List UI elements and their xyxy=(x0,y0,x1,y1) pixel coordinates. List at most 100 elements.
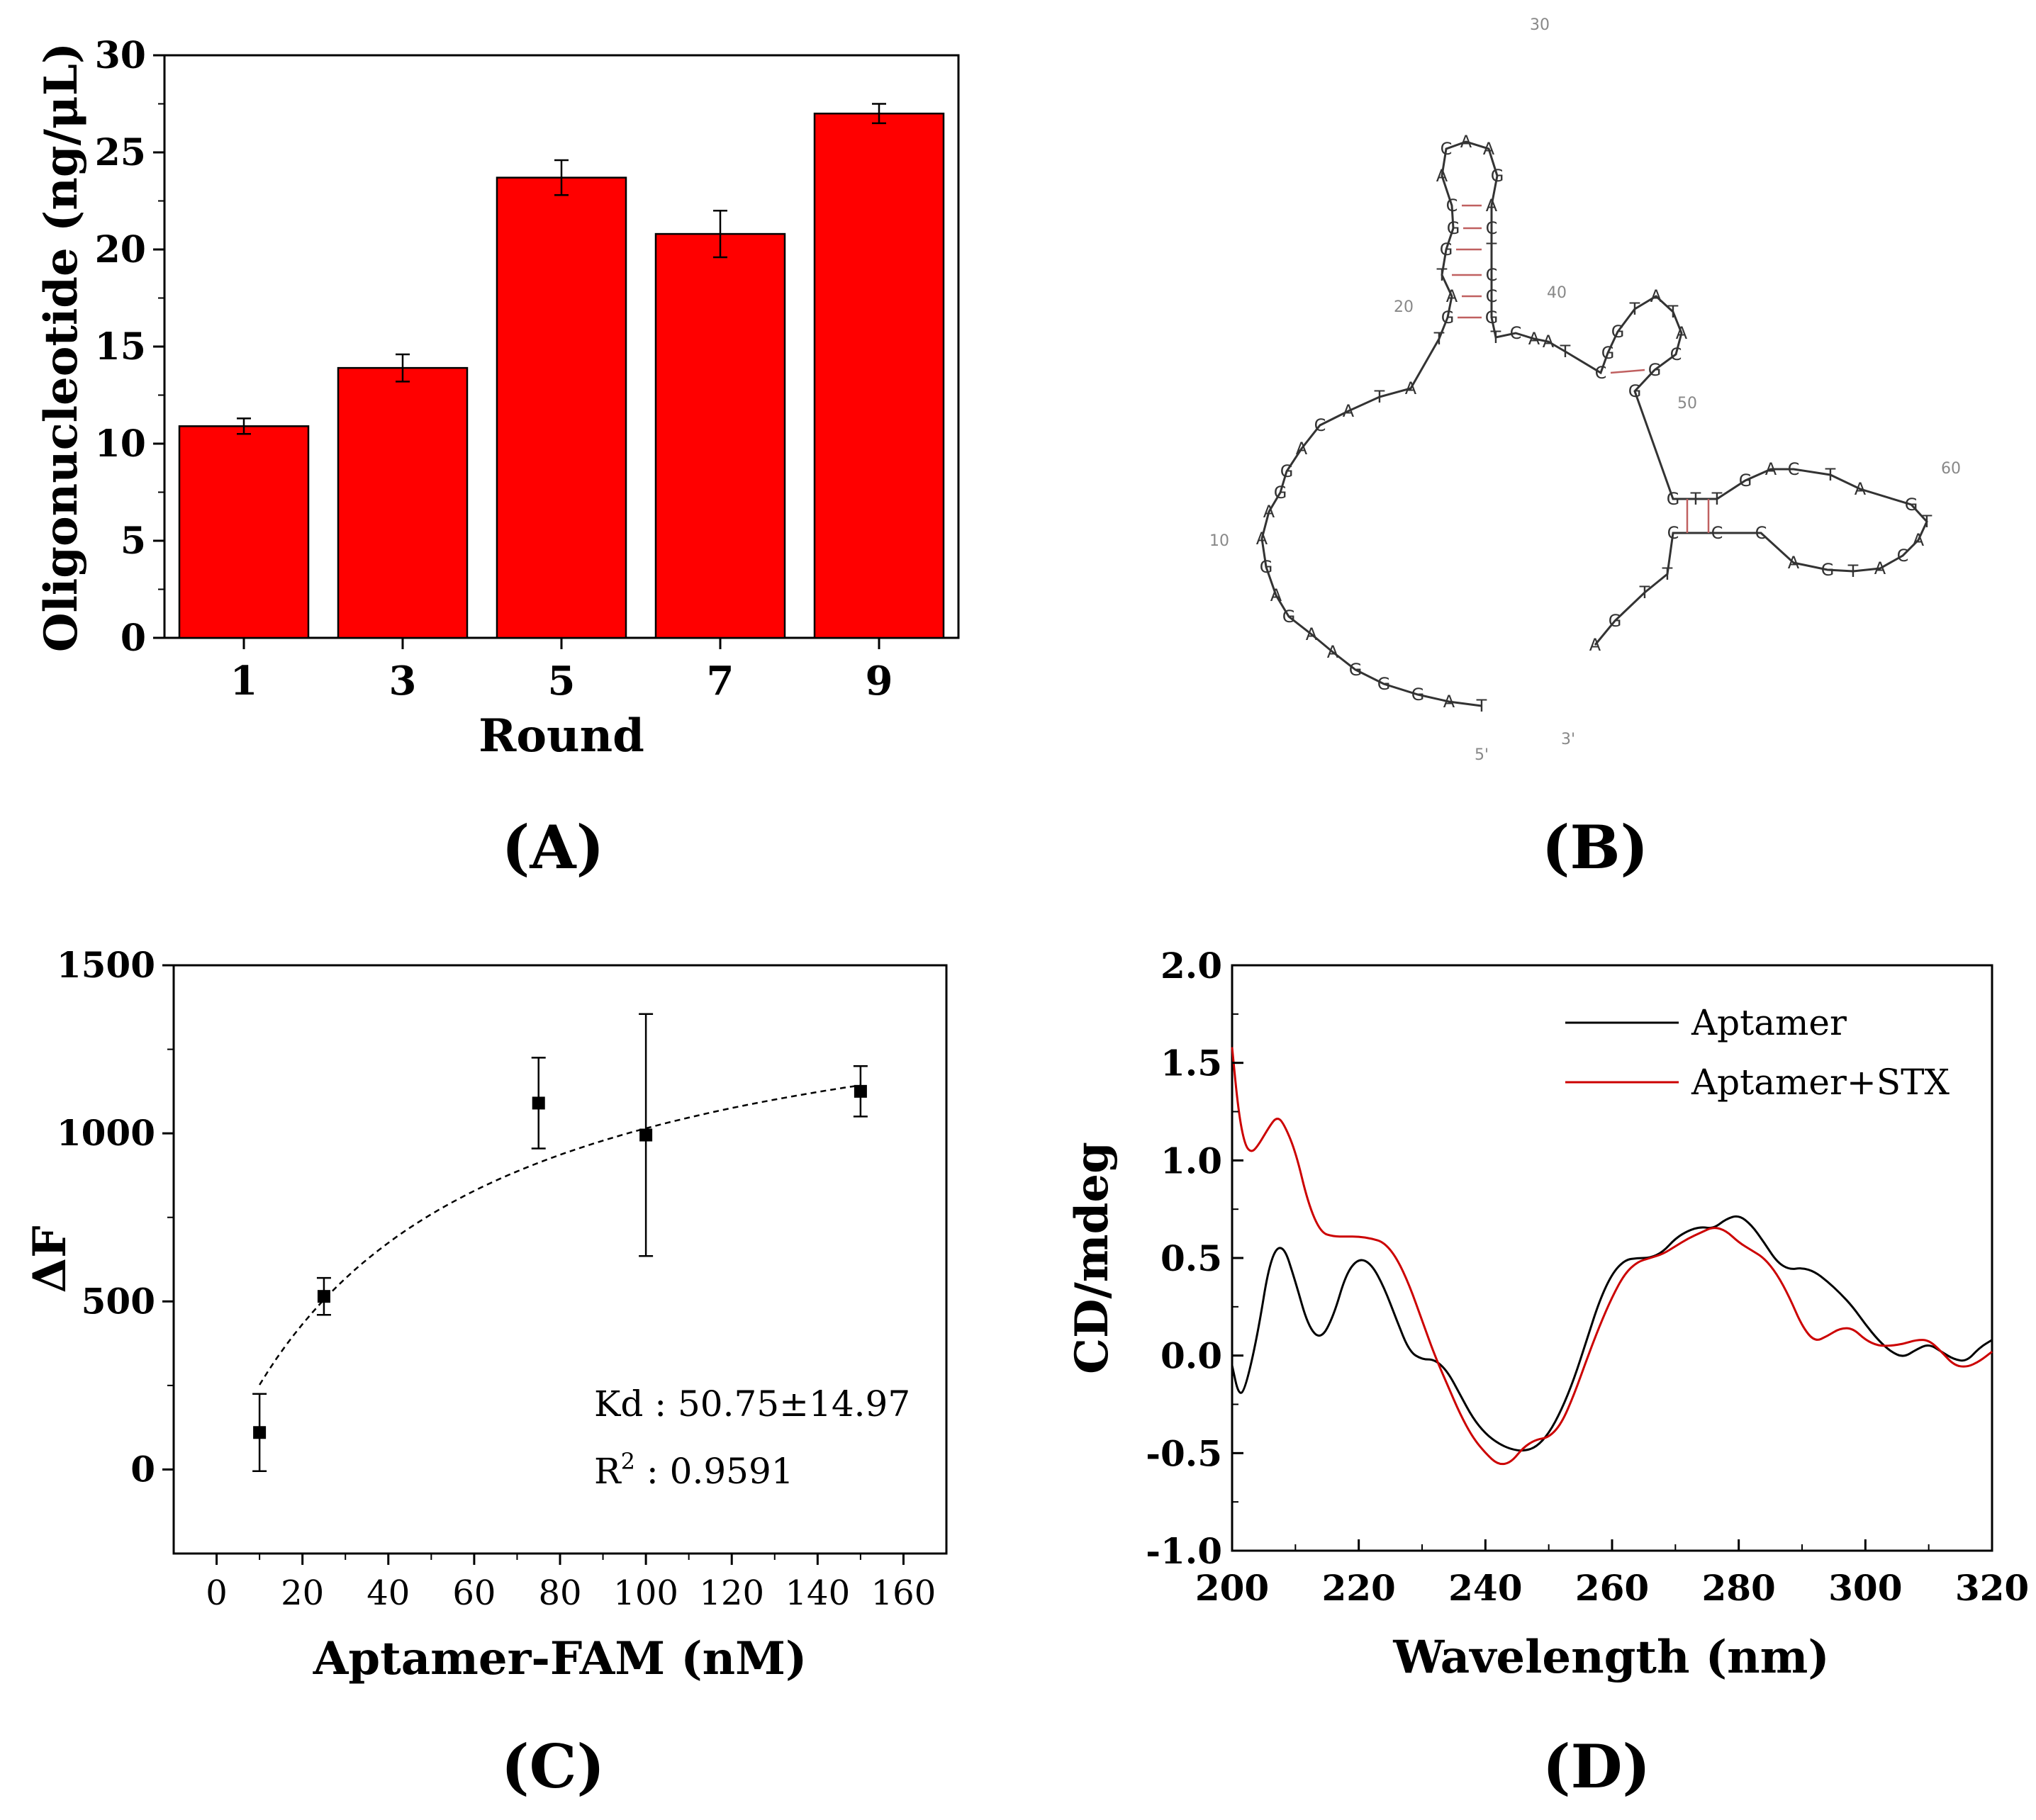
base: G xyxy=(1905,495,1918,515)
base: A xyxy=(1765,459,1777,479)
y-tick-label: 500 xyxy=(82,1280,155,1322)
panel-a-x-ticks: 1 3 5 7 9 xyxy=(230,638,893,704)
base: T xyxy=(1476,696,1487,716)
y-tick-label: 5 xyxy=(121,519,146,563)
x-tick-label: 5 xyxy=(548,658,576,704)
base: A xyxy=(1874,558,1886,578)
panel-c-y-axis-label: ΔF xyxy=(23,1225,77,1293)
base: G xyxy=(1260,557,1273,577)
x-tick-label: 300 xyxy=(1828,1567,1902,1609)
base: A xyxy=(1528,329,1540,349)
y-tick-label: 15 xyxy=(95,325,146,369)
y-tick-label: 10 xyxy=(95,422,146,466)
base: G xyxy=(1667,489,1680,509)
base: A xyxy=(1436,166,1448,186)
base: C xyxy=(1755,523,1767,543)
five-prime-label: 5' xyxy=(1475,746,1489,764)
backbone-polyline xyxy=(1260,140,1928,707)
legend-label-aptamer: Aptamer xyxy=(1691,1002,1847,1043)
base: G xyxy=(1648,360,1662,380)
base: A xyxy=(1589,635,1601,655)
base: C xyxy=(1314,415,1326,435)
legend-label-aptamer-stx: Aptamer+STX xyxy=(1691,1062,1950,1103)
y-tick-label: 30 xyxy=(95,34,146,77)
base: G xyxy=(1282,607,1296,627)
base: T xyxy=(1436,265,1448,285)
bar-round-7 xyxy=(654,232,786,639)
panel-a-bars xyxy=(178,103,945,639)
base: C xyxy=(1595,363,1607,383)
base: T xyxy=(1921,512,1932,532)
position-number: 10 xyxy=(1209,532,1229,550)
panel-c-kd-annotation: Kd : 50.75±14.97 xyxy=(594,1383,910,1425)
base: T xyxy=(1639,583,1650,602)
panel-c-plot-frame xyxy=(172,964,948,1555)
x-tick-label: 80 xyxy=(538,1573,581,1613)
base: A xyxy=(1543,332,1555,352)
base: T xyxy=(1560,342,1571,361)
base: G xyxy=(1440,240,1453,259)
base: A xyxy=(1446,286,1458,306)
base: A xyxy=(1270,585,1282,605)
base: C xyxy=(1788,459,1800,479)
base: T xyxy=(1847,561,1859,581)
base: G xyxy=(1611,322,1625,342)
structure-position-numbers: 10 20 30 40 50 60 xyxy=(1209,16,1961,550)
base: T xyxy=(1662,564,1673,584)
panel-a-y-axis-label: Oligonucleotide (ng/μL) xyxy=(35,43,88,652)
series-line-aptamer-stx xyxy=(1231,1047,1993,1466)
panel-d-cd-spectrum: -1.0 -0.5 0.0 0.5 1.0 1.5 2.0 200 220 240 260 280 3… xyxy=(1065,945,2029,1802)
y-tick-label: -0.5 xyxy=(1146,1432,1222,1474)
panel-c-fit-curve xyxy=(259,1084,861,1386)
panel-d-y-axis-label: CD/mdeg xyxy=(1065,1142,1119,1374)
data-point xyxy=(253,1426,267,1439)
x-tick-label: 9 xyxy=(866,658,893,704)
x-tick-label: 220 xyxy=(1321,1567,1395,1609)
base: A xyxy=(1676,323,1688,343)
x-tick-label: 20 xyxy=(281,1573,324,1613)
data-point xyxy=(639,1128,653,1142)
panel-c-y-ticks: 0 500 1000 1500 xyxy=(57,944,174,1490)
x-tick-label: 100 xyxy=(613,1573,678,1613)
x-tick-label: 0 xyxy=(206,1573,228,1613)
panel-b-label: (B) xyxy=(1542,812,1649,882)
x-tick-label: 120 xyxy=(699,1573,764,1613)
y-tick-label: 1500 xyxy=(57,944,155,986)
y-tick-label: 25 xyxy=(95,131,146,174)
base: C xyxy=(1510,323,1522,343)
base: A xyxy=(1913,530,1925,550)
base: G xyxy=(1491,166,1504,186)
y-tick-label: -1.0 xyxy=(1146,1530,1222,1572)
data-point xyxy=(317,1290,330,1303)
base: C xyxy=(1667,523,1679,543)
x-tick-label: 160 xyxy=(871,1573,936,1613)
panel-c-binding-curve: 0 500 1000 1500 0 20 40 60 80 100 120 140 160 Kd : … xyxy=(23,944,948,1802)
base: G xyxy=(1274,483,1287,502)
base: T xyxy=(1374,387,1385,407)
base: C xyxy=(1486,286,1498,306)
position-number: 60 xyxy=(1941,460,1961,478)
position-number: 30 xyxy=(1530,16,1550,34)
panel-a-x-axis-label: Round xyxy=(479,709,644,763)
position-number: 40 xyxy=(1547,284,1567,302)
panel-d-series-lines xyxy=(1231,1047,1993,1466)
base: G xyxy=(1739,471,1752,490)
structure-backbone xyxy=(1260,140,1928,707)
panel-d-x-axis-label: Wavelength (nm) xyxy=(1392,1631,1829,1684)
base: A xyxy=(1296,439,1308,459)
base: G xyxy=(1441,308,1455,327)
base: C xyxy=(1441,139,1453,159)
y-tick-label: 0 xyxy=(121,617,146,660)
panel-d-x-ticks: 200 220 240 260 280 300 320 xyxy=(1195,1539,2029,1609)
base: T xyxy=(1486,240,1497,259)
panel-c-r2-annotation: R2 : 0.9591 xyxy=(594,1448,794,1492)
base: C xyxy=(1711,523,1723,543)
base: T xyxy=(1825,465,1836,485)
base: A xyxy=(1855,479,1867,499)
base: G xyxy=(1609,611,1622,631)
base: G xyxy=(1821,560,1835,580)
panel-a-y-ticks: 0 5 10 15 20 25 30 xyxy=(95,34,164,660)
three-prime-label: 3' xyxy=(1561,731,1575,748)
